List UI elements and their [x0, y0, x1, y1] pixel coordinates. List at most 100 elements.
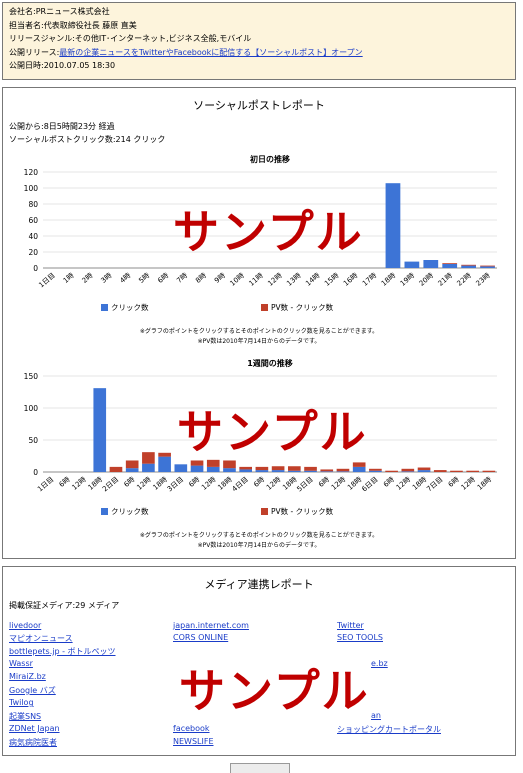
bar-pv-minus-clicks[interactable] — [223, 460, 236, 469]
media-link[interactable]: Google バズ — [9, 686, 56, 695]
bar-pv-minus-clicks[interactable] — [369, 468, 382, 471]
chart-title: 初日の推移 — [250, 154, 290, 164]
media-link[interactable]: japan.internet.com — [173, 621, 249, 630]
bar-clicks[interactable] — [336, 471, 350, 472]
bar-clicks[interactable] — [304, 470, 317, 472]
media-link[interactable]: Twilog — [9, 698, 34, 707]
media-link[interactable]: SEO TOOLS — [337, 633, 383, 642]
bottom-button[interactable] — [230, 763, 290, 773]
bar-clicks[interactable] — [255, 470, 269, 472]
media-link[interactable]: livedoor — [9, 621, 42, 630]
x-tick-label: 6時 — [252, 475, 266, 489]
sample-watermark-2: サンプル — [177, 405, 368, 459]
bar-pv-minus-clicks[interactable] — [433, 470, 447, 472]
bar-pv-minus-clicks[interactable] — [442, 263, 458, 264]
published-release: 公開リリース:最新の企業ニュースをTwitterやFacebookに配信する【ソ… — [9, 46, 515, 60]
bar-pv-minus-clicks[interactable] — [239, 466, 253, 470]
bar-clicks[interactable] — [401, 471, 415, 472]
bar-clicks[interactable] — [480, 266, 495, 268]
legend-swatch — [261, 508, 268, 515]
y-tick-label: 100 — [24, 404, 39, 413]
x-tick-label: 1時 — [62, 271, 76, 285]
bar-clicks[interactable] — [239, 469, 253, 472]
release-info-box: 会社名:PRニュース株式会社 担当者名:代表取締役社長 藤原 直美 リリースジャ… — [2, 2, 516, 80]
media-link[interactable]: Wassr — [9, 659, 33, 668]
bar-pv-minus-clicks[interactable] — [287, 466, 301, 471]
bar-clicks[interactable] — [223, 468, 236, 472]
media-link[interactable]: MiraiZ.bz — [9, 672, 46, 681]
x-tick-label: 7時 — [175, 271, 189, 285]
bar-clicks[interactable] — [352, 466, 366, 472]
media-link[interactable]: e.bz — [371, 659, 388, 668]
bar-pv-minus-clicks[interactable] — [466, 470, 480, 472]
bar-clicks[interactable] — [287, 470, 301, 472]
bar-pv-minus-clicks[interactable] — [450, 470, 463, 472]
bar-pv-minus-clicks[interactable] — [320, 469, 334, 472]
media-link[interactable]: ZDNet Japan — [9, 724, 60, 733]
bar-pv-minus-clicks[interactable] — [385, 470, 398, 472]
media-link[interactable]: an — [371, 711, 381, 720]
legend-label: PV数 - クリック数 — [271, 302, 334, 312]
bar-pv-minus-clicks[interactable] — [109, 466, 123, 472]
bar-pv-minus-clicks[interactable] — [401, 468, 415, 472]
bar-clicks[interactable] — [142, 463, 155, 472]
social-report-title: ソーシャルポストレポート — [193, 99, 325, 112]
bar-pv-minus-clicks[interactable] — [417, 467, 431, 471]
bar-clicks[interactable] — [320, 471, 334, 472]
bar-pv-minus-clicks[interactable] — [190, 460, 204, 466]
bar-pv-minus-clicks[interactable] — [271, 466, 285, 471]
release-link[interactable]: 最新の企業ニュースをTwitterやFacebookに配信する【ソーシャルポスト… — [59, 47, 363, 57]
social-post-report: ソーシャルポストレポート 公開から:8日5時間23分 経過 ソーシャルポストクリ… — [2, 87, 516, 559]
y-tick-label: 150 — [24, 372, 39, 381]
media-link[interactable]: facebook — [173, 724, 210, 733]
x-tick-label: 21時 — [437, 271, 454, 287]
x-tick-label: 1日目 — [36, 475, 55, 493]
x-tick-label: 12時 — [265, 475, 282, 491]
media-link[interactable]: NEWSLIFE — [173, 737, 214, 746]
media-link[interactable]: マピオンニュース — [9, 634, 73, 643]
x-tick-label: 18時 — [380, 271, 397, 287]
bar-clicks[interactable] — [423, 260, 439, 268]
bar-clicks[interactable] — [125, 468, 139, 472]
bar-clicks[interactable] — [271, 470, 285, 472]
bar-clicks[interactable] — [158, 456, 171, 472]
bar-clicks[interactable] — [206, 466, 220, 472]
media-link[interactable]: bottlepets.jp - ボトルペッツ — [9, 647, 116, 656]
bar-clicks[interactable] — [417, 470, 431, 472]
bar-clicks[interactable] — [385, 183, 401, 268]
bar-pv-minus-clicks[interactable] — [352, 462, 366, 467]
x-tick-label: 6日目 — [360, 475, 379, 493]
x-tick-label: 3時 — [100, 271, 114, 285]
bar-clicks[interactable] — [369, 470, 382, 472]
media-link[interactable]: Twitter — [337, 621, 364, 630]
bar-clicks[interactable] — [461, 265, 477, 268]
bar-pv-minus-clicks[interactable] — [158, 452, 171, 457]
bar-pv-minus-clicks[interactable] — [304, 466, 317, 471]
media-link[interactable]: ショッピングカートポータル — [337, 725, 441, 734]
bar-clicks[interactable] — [190, 465, 204, 472]
x-tick-label: 23時 — [474, 271, 491, 287]
bar-clicks[interactable] — [442, 264, 458, 268]
bar-clicks[interactable] — [174, 464, 188, 472]
sample-watermark-3: サンプル — [179, 664, 370, 718]
bar-pv-minus-clicks[interactable] — [255, 466, 269, 471]
x-tick-label: 2時 — [81, 271, 95, 285]
media-count: 掲載保証メディア:29 メディア — [9, 601, 120, 610]
bar-clicks[interactable] — [93, 388, 107, 472]
bar-pv-minus-clicks[interactable] — [482, 470, 496, 472]
media-link[interactable]: CORS ONLINE — [173, 633, 229, 642]
bar-pv-minus-clicks[interactable] — [336, 468, 350, 472]
x-tick-label: 6時 — [58, 475, 72, 489]
bar-pv-minus-clicks[interactable] — [125, 460, 139, 469]
media-link[interactable]: 起業SNS — [9, 712, 42, 721]
media-link[interactable]: 病気病院医者 — [9, 738, 57, 747]
sample-watermark-1: サンプル — [173, 205, 364, 259]
bar-pv-minus-clicks[interactable] — [461, 264, 477, 266]
first-day-chart[interactable]: 初日の推移 0 20 40 60 80 100 120 1日目 1時 2時 3時 4時 5時 6時 7時 8時 9… — [3, 150, 515, 322]
bar-pv-minus-clicks[interactable] — [480, 265, 495, 267]
release-genre: リリースジャンル:その他IT･インターネット,ビジネス全般,モバイル — [9, 34, 252, 43]
bar-clicks[interactable] — [404, 261, 420, 268]
bar-pv-minus-clicks[interactable] — [206, 459, 220, 467]
bar-pv-minus-clicks[interactable] — [142, 452, 155, 464]
